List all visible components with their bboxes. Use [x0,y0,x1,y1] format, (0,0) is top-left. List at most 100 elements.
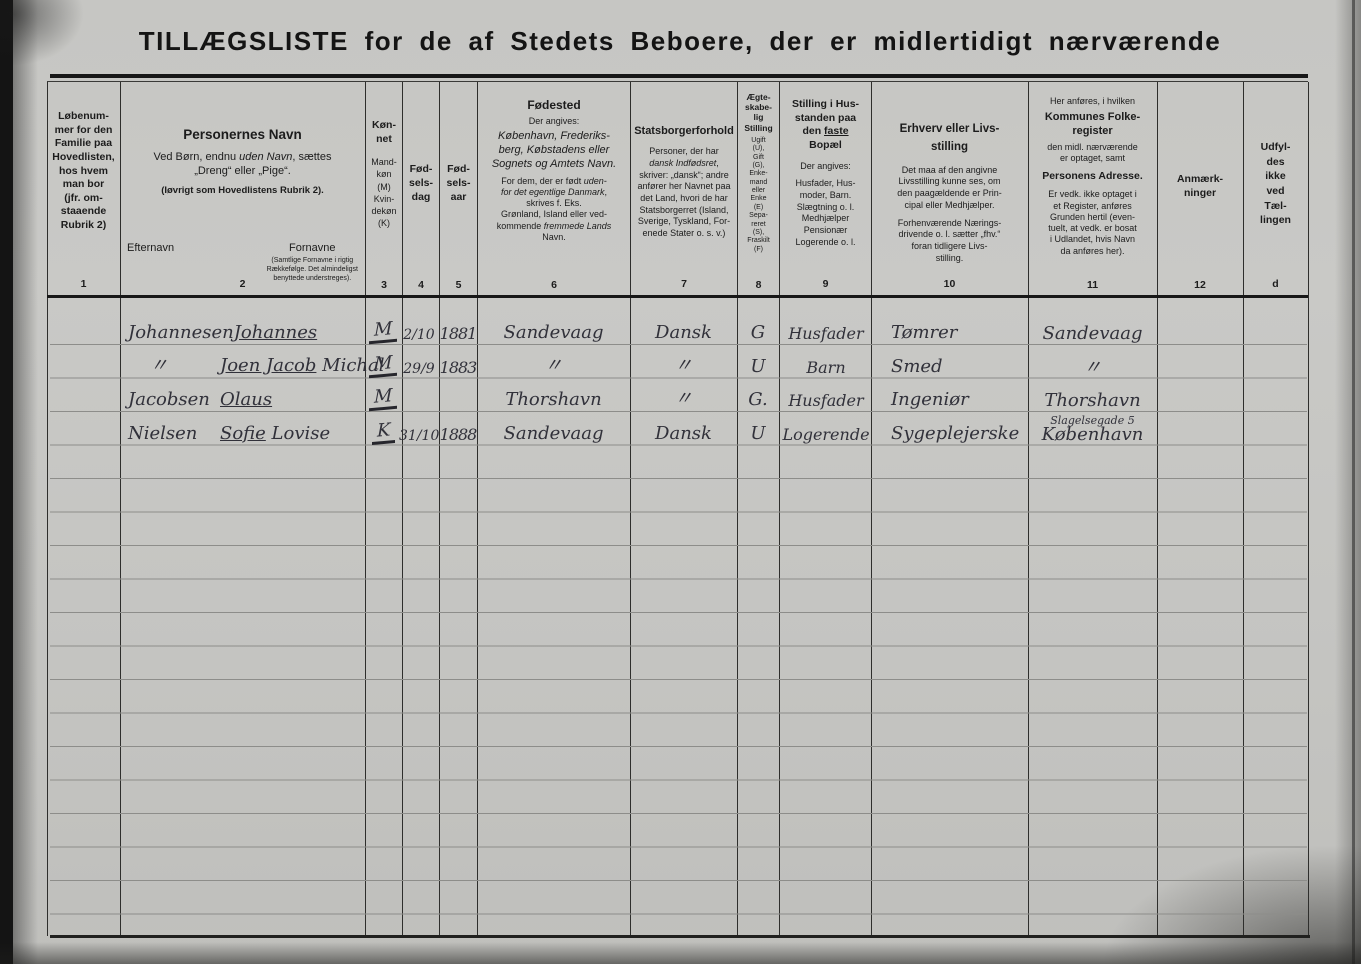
cell-name: JohannesenJohannes [128,322,364,343]
column-title: Fødested [527,98,581,112]
cell-marital: G [750,322,766,343]
cell-citizenship: Dansk [655,322,712,343]
column-title: Personernes Navn [183,127,302,142]
firstname-underlined: Olaus [220,389,273,410]
column-header-person-name: Personernes Navn Ved Børn, endnu uden Na… [121,84,364,295]
column-subtitle2: Grønland, Island eller ved- kommende fre… [497,209,612,243]
column-subtitle: Mand- køn (M) Kvin- dekøn (K) [371,157,397,229]
cell-birth-year: 1881 [439,324,478,343]
scan-edge-bottom [0,942,1361,964]
subtitle-part: Personer, der har [649,146,719,157]
column-subtitle2: Forhenværende Nærings- drivende o. l. sæ… [897,217,1002,263]
subtitle-part: , skrives f. Eks. [526,186,608,208]
subtitle-part-italic: uden Navn [239,150,293,163]
cell-birth-year: 1888 [439,425,478,444]
cell-register: Sandevaag [1028,325,1157,343]
firstname-underlined: Johannes [233,322,318,343]
register-street: Slagelsegade 5 [1050,414,1135,427]
column-header-not-filled: Udfyl- des ikke ved Tæl- lingen d [1244,84,1307,295]
subtitle-part-italic: fremmede Lands [543,220,612,231]
column-title: Anmærk- ninger [1176,173,1224,200]
cell-citizenship: Dansk [655,423,712,444]
column-title2: Personens Adresse. [1042,170,1143,183]
table-bottom-rule [50,935,1310,938]
cell-marital: U [750,423,766,444]
register-place: 〃 [1083,357,1102,378]
table-vertical-line [1308,82,1309,936]
scan-blotch-top-left [0,0,90,70]
column-header-sex: Køn- net Mand- køn (M) Kvin- dekøn (K) 3 [366,84,402,295]
surname: Jacobsen [128,389,210,410]
cell-birth-day: 29/9 [403,361,435,377]
cell-citizenship: 〃 [674,388,693,409]
table-row: JohannesenJohannes M 2/10 1881 Sandevaag… [0,311,1361,345]
column-number: 4 [418,278,424,291]
cell-sex: M [365,384,402,412]
column-title: Køn- net [372,119,396,146]
title-part: Stilling i Hus- standen paa den [791,98,860,138]
title-part: Bopæl [809,138,842,151]
column-note: (Iøvrigt som Hovedlistens Rubrik 2). [161,185,324,197]
cell-household: Logerende [782,425,870,444]
column-title: Fød- sels- dag [409,163,433,204]
column-header-birthplace: Fødested Der angives: København, Frederi… [478,84,630,295]
column-header-occupation: Erhverv eller Livs- stilling Det maa af … [872,84,1027,295]
register-place: København [1041,424,1144,445]
column-header-family-number: Løbenum- mer for den Familie paa Hovedli… [48,84,119,295]
register-place: Thorshavn [1044,390,1141,411]
column-mid: den midl. nærværende er optaget, samt [1047,141,1138,163]
column-pre: Her anføres, i hvilken [1049,96,1136,106]
column-number: 5 [455,278,462,291]
sex-value: M [369,351,398,379]
column-title: Erhverv eller Livs- stilling [899,123,1000,154]
register-place: Sandevaag [1042,323,1143,344]
cell-marital: G. [748,389,768,410]
column-number: 11 [1086,278,1099,291]
header-bottom-rule [47,295,1308,298]
column-number: 9 [822,278,829,291]
column-subtitle: Husfader, Hus- moder, Barn. Slægtning o.… [795,178,856,247]
cell-register: 〃 [1028,359,1157,377]
firstname-rest: Lovise [265,423,331,444]
cell-occupation: Ingeniør [891,389,969,410]
cell-register: Thorshavn [1028,392,1157,410]
column-number: 8 [755,279,762,292]
cell-sex: M [365,351,402,379]
column-number: 1 [80,278,87,291]
sex-value: M [369,317,398,345]
column-title: Statsborgerforhold [634,125,734,137]
cell-name: 〃 Joen Jacob Michal [128,351,386,377]
cell-birth-year: 1883 [439,358,478,377]
column-number: 3 [381,278,387,291]
firstname-underlined: Joen Jacob [220,355,317,376]
cell-sex: M [365,317,402,345]
column-angives: Der angives: [528,116,580,126]
firstname-rest: Michal [316,355,385,376]
subtitle-part: Grønland, Island eller ved- kommende [496,209,608,231]
subtitle-part: , sættes „Dreng“ eller „Pige“. [194,150,332,177]
page-title: TILLÆGSLISTE for de af Stedets Beboere, … [138,26,1222,56]
column-title: Fød- sels- aar [446,163,471,204]
subtitle-part: , skriver: „dansk“; andre anfører her Na… [637,157,731,239]
column-title: Udfyl- des ikke ved Tæl- lingen [1260,141,1291,227]
cell-sex: K [365,418,402,446]
column-number: 10 [943,278,956,291]
scan-line-right [1352,0,1355,964]
table-vertical-line [47,82,48,936]
title-part-underlined: faste [824,125,849,138]
cell-birthplace: Sandevaag [503,423,604,444]
sex-value: M [369,384,398,412]
table-row: 〃 Joen Jacob Michal M 29/9 1883 〃 〃 U Bar… [0,345,1361,379]
column-header-birth-year: Fød- sels- aar 5 [440,84,477,295]
cell-citizenship: 〃 [674,355,693,376]
column-subtitle: Er vedk. ikke optaget i et Register, anf… [1048,189,1137,256]
scan-edge-right [1335,0,1361,964]
column-subtitle: Personer, der har dansk Indfødsret, skri… [637,146,730,240]
subtitle-part: For dem, der er født [501,175,584,186]
column-title: Kommunes Folke- register [1044,111,1141,137]
column-number: 2 [239,278,246,291]
column-subtitle: Ved Børn, endnu uden Navn, sættes „Dreng… [154,150,332,179]
cell-name: Jacobsen Olaus [128,389,364,410]
column-subtitle: Det maa af den angivne Livsstilling kunn… [897,164,1002,210]
